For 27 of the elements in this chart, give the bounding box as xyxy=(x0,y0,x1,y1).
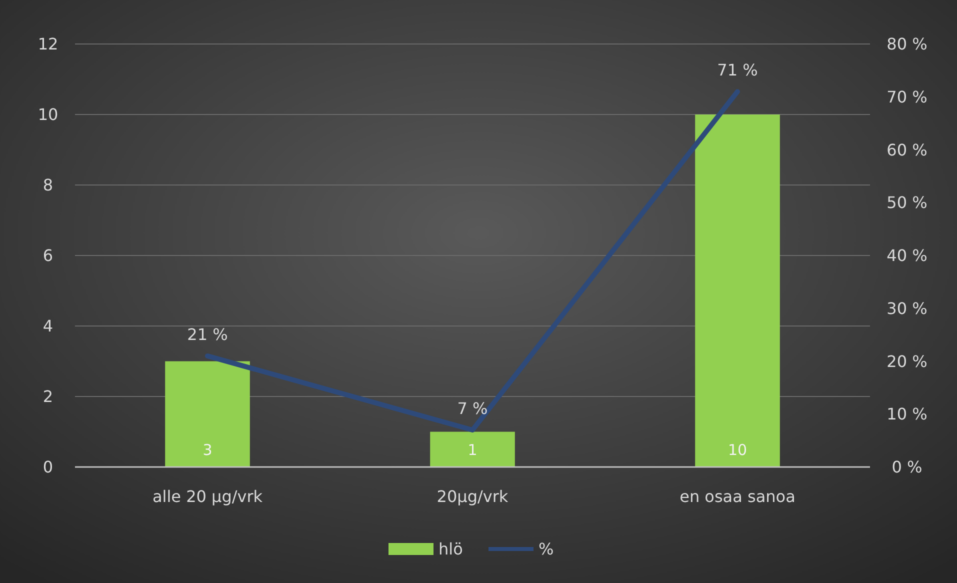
y-tick-label: 4 xyxy=(42,316,54,336)
y-tick-label: 0 xyxy=(42,458,54,477)
data-label: 3 xyxy=(202,441,212,459)
y2-tick-label: 70 % xyxy=(886,87,928,106)
y2-tick-label: 10 % xyxy=(886,404,928,424)
data-label: 7 % xyxy=(457,398,488,418)
y-tick-label: 10 xyxy=(38,105,58,124)
data-label: 21 % xyxy=(187,324,228,344)
x-tick-label: 20µg/vrk xyxy=(436,487,509,506)
y2-tick-label: 60 % xyxy=(886,140,928,160)
y-tick-label: 8 xyxy=(42,176,54,195)
y2-tick-label: 30 % xyxy=(886,298,928,318)
x-tick-label: alle 20 µg/vrk xyxy=(152,487,264,506)
y2-tick-label: 40 % xyxy=(886,246,928,266)
y-tick-label: 2 xyxy=(42,387,54,406)
y2-tick-label: 20 % xyxy=(886,352,928,371)
legend-label: % xyxy=(538,540,554,559)
y2-tick-label: 80 % xyxy=(886,34,928,54)
legend-label: hlö xyxy=(438,540,463,559)
x-tick-label: en osaa sanoa xyxy=(680,487,796,506)
data-label: 71 % xyxy=(717,60,758,80)
y2-tick-label: 0 % xyxy=(892,458,922,477)
y-tick-label: 12 xyxy=(38,34,58,54)
y-tick-label: 6 xyxy=(42,246,54,266)
data-label: 1 xyxy=(468,441,478,459)
data-label: 10 xyxy=(728,441,748,459)
y2-tick-label: 50 % xyxy=(886,193,928,212)
